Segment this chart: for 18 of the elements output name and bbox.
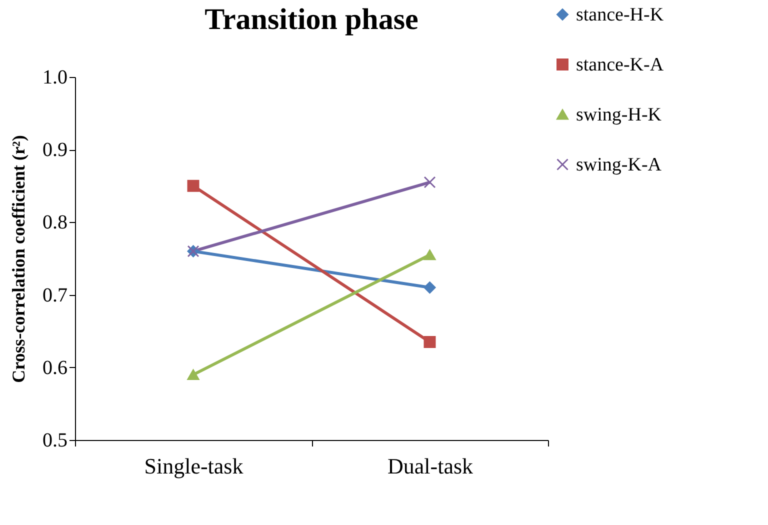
- x-tick-label: Dual-task: [387, 454, 474, 478]
- legend-label: stance-K-A: [576, 54, 664, 76]
- x-tick-label: Single-task: [144, 454, 244, 478]
- y-axis-title: Cross-correlation coefficient (r²): [8, 135, 28, 383]
- chart-title: Transition phase: [204, 3, 418, 36]
- y-tick-label: 0.8: [42, 212, 68, 234]
- y-tick-label: 0.9: [42, 139, 68, 162]
- y-tick-label: 1.0: [42, 66, 68, 88]
- point: [187, 180, 200, 192]
- point: [424, 282, 436, 294]
- legend-label: swing-H-K: [576, 104, 662, 126]
- y-tick-label: 0.7: [42, 284, 68, 306]
- point: [424, 176, 436, 188]
- point: [424, 336, 436, 348]
- y-tick-label: 0.5: [42, 430, 68, 452]
- legend-label: stance-H-K: [576, 4, 664, 26]
- y-tick-label: 0.6: [42, 356, 68, 379]
- legend-label: swing-K-A: [576, 154, 662, 176]
